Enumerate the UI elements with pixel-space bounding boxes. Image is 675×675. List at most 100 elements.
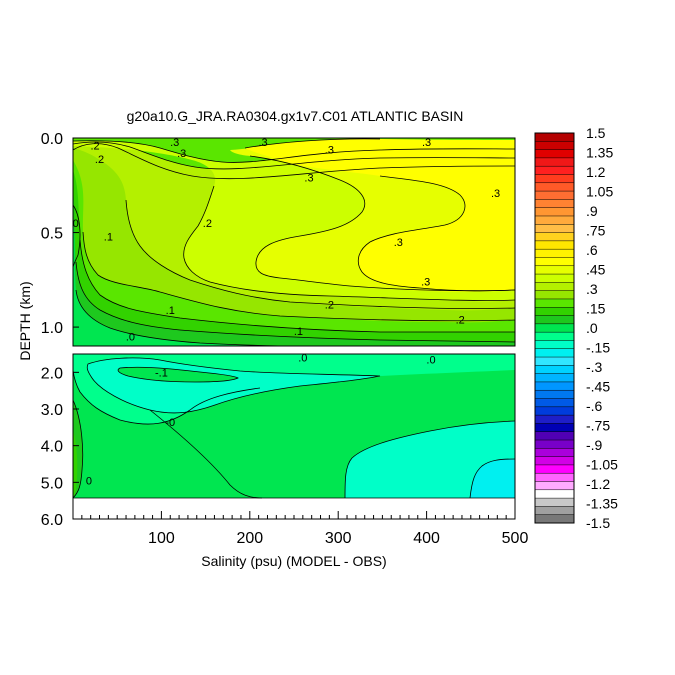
y-tick-label: 0.0: [41, 131, 63, 148]
contour-label: .3: [421, 277, 430, 289]
colorbar-swatch: [535, 191, 574, 200]
colorbar-swatch: [535, 199, 574, 209]
colorbar-swatch: [535, 265, 574, 275]
colorbar-label: 1.5: [586, 125, 606, 141]
colorbar-swatch: [535, 406, 574, 416]
y-tick-label: 2.0: [41, 365, 63, 382]
contour-label: .2: [91, 141, 100, 153]
colorbar-swatch: [535, 332, 574, 341]
contour-label: .3: [258, 137, 267, 149]
colorbar-swatch: [535, 340, 574, 350]
contour-label: .3: [394, 237, 403, 249]
x-tick-label: 200: [236, 530, 263, 547]
colorbar-swatch: [535, 373, 574, 383]
x-axis-label: Salinity (psu) (MODEL - OBS): [201, 553, 386, 569]
colorbar-swatch: [535, 298, 574, 308]
colorbar-swatch: [535, 224, 574, 234]
colorbar-swatch: [535, 456, 574, 466]
colorbar-swatch: [535, 489, 574, 499]
contour-label: .3: [491, 188, 500, 200]
colorbar-swatch: [535, 274, 574, 283]
colorbar-swatch: [535, 182, 574, 192]
contour-label: .2: [456, 315, 465, 327]
colorbar-label: .15: [586, 301, 606, 317]
colorbar-label: -.75: [586, 418, 610, 434]
contour-label: .1: [166, 305, 175, 317]
colorbar-swatch: [535, 166, 574, 175]
colorbar-swatch: [535, 514, 574, 524]
contour-label: .3: [422, 137, 431, 149]
upper-panel: [72, 137, 516, 347]
colorbar-label: -.6: [586, 398, 603, 414]
contour-label: -.1: [155, 367, 168, 379]
colorbar-swatch: [535, 365, 574, 375]
contour-label: .3: [304, 173, 313, 185]
contour-label: 0: [73, 218, 79, 230]
y-tick-label: 3.0: [41, 402, 63, 419]
colorbar-swatch: [535, 232, 574, 242]
colorbar-swatch: [535, 290, 574, 300]
colorbar-swatch: [535, 207, 574, 217]
colorbar-label: .45: [586, 262, 606, 278]
colorbar-label: .6: [586, 242, 598, 258]
colorbar-label: 1.05: [586, 184, 613, 200]
colorbar-swatch: [535, 390, 574, 400]
colorbar-swatch: [535, 282, 574, 292]
contour-label: .0: [426, 355, 435, 367]
y-tick-label: 1.0: [41, 320, 63, 337]
contour-label: .0: [298, 353, 307, 365]
colorbar-swatch: [535, 498, 574, 507]
lower-panel: [72, 353, 516, 520]
colorbar-swatch: [535, 448, 574, 458]
contour-label: .1: [104, 231, 113, 243]
contour-label: .2: [325, 299, 334, 311]
contour-labels: .2.3.3.3.3.2.3.3.3.2.10.3.3.2.2.1.1.0.0.…: [73, 137, 501, 488]
colorbar-label: -1.5: [586, 515, 610, 531]
colorbar-swatch: [535, 398, 574, 408]
x-tick-label: 500: [502, 530, 529, 547]
colorbar-swatch: [535, 240, 574, 250]
chart-title: g20a10.G_JRA.RA0304.gx1v7.C01 ATLANTIC B…: [127, 108, 464, 124]
contour-label: .0: [126, 332, 135, 344]
x-tick-label: 100: [148, 530, 175, 547]
colorbar-label: -.3: [586, 359, 603, 375]
y-tick-label: 5.0: [41, 475, 63, 492]
contour-label: .3: [325, 144, 334, 156]
colorbar-swatch: [535, 431, 574, 441]
y-tick-label: 4.0: [41, 439, 63, 456]
contour-label: .3: [170, 137, 179, 149]
colorbar-swatch: [535, 440, 574, 449]
colorbar-swatch: [535, 133, 574, 142]
colorbar-label: -.9: [586, 437, 603, 453]
y-axis-ticks: 0.0 0.5 1.0 2.0 3.0 4.0 5.0 6.0: [41, 131, 79, 529]
contour-label: .2: [203, 218, 212, 230]
x-tick-label: 300: [325, 530, 352, 547]
colorbar-label: -1.2: [586, 476, 610, 492]
colorbar-swatch: [535, 381, 574, 391]
colorbar-label: .75: [586, 223, 606, 239]
x-tick-label: 400: [413, 530, 440, 547]
colorbar-swatch: [535, 415, 574, 424]
colorbar-label: -.45: [586, 379, 610, 395]
colorbar-swatch: [535, 464, 574, 474]
colorbar-swatch: [535, 473, 574, 483]
colorbar-swatch: [535, 149, 574, 159]
colorbar-label: -1.35: [586, 496, 618, 512]
colorbar-label: -1.05: [586, 457, 618, 473]
contour-label: .2: [95, 154, 104, 166]
colorbar-swatch: [535, 257, 574, 267]
colorbar-swatch: [535, 481, 574, 491]
colorbar-label: -.15: [586, 340, 610, 356]
y-tick-label: 0.5: [41, 226, 63, 243]
colorbar: 1.5 1.35 1.2 1.05 .9 .75 .6 .45 .3 .15 .0 -.15 -.3 -.…: [534, 125, 618, 531]
axes: 100 200 300 400 500 0.00.51.02.03.04.05.06.0…: [17, 131, 528, 569]
colorbar-swatch: [535, 315, 574, 325]
colorbar-swatch: [535, 323, 574, 333]
colorbar-swatch: [535, 215, 574, 225]
colorbar-swatch: [535, 174, 574, 184]
y-tick-label: 6.0: [41, 512, 63, 529]
colorbar-swatch: [535, 423, 574, 433]
colorbar-swatch: [535, 141, 574, 151]
colorbar-frame: [534, 132, 575, 524]
